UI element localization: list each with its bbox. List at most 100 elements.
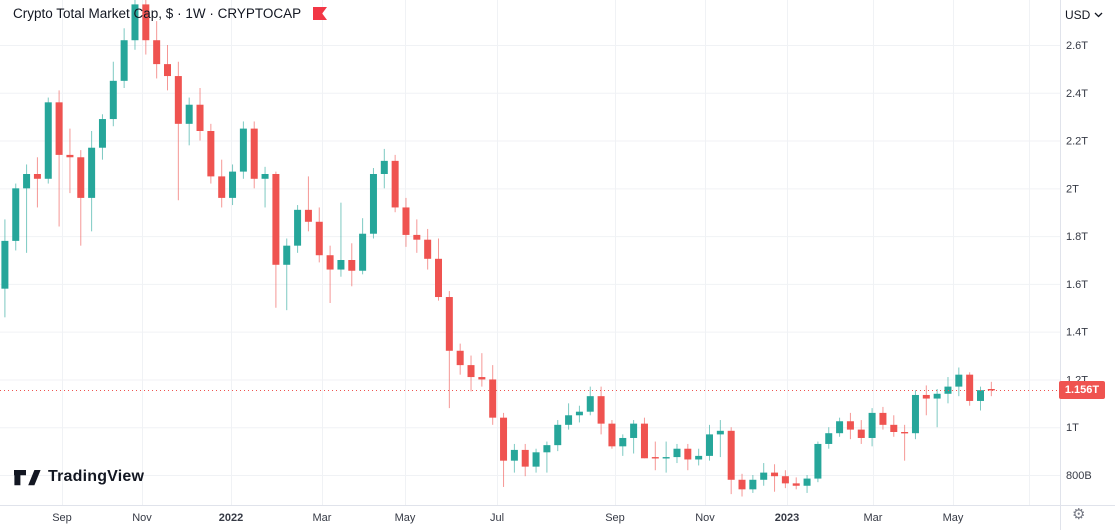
candle-body [239,128,247,172]
candlestick [294,205,302,253]
candle-body [662,457,670,459]
candlestick [467,355,475,392]
candle-body [196,104,204,131]
price-tick-label: 2.4T [1066,88,1088,100]
candlestick [304,176,312,232]
candlestick [760,463,768,486]
candle-body [738,479,746,490]
candlestick [456,343,464,375]
candlestick [532,448,540,473]
candle-body [825,433,833,444]
candle-body [771,472,779,477]
candlestick [695,448,703,466]
candlestick [283,238,291,311]
candle-body [380,160,388,174]
candlestick [359,218,367,275]
candlestick [369,168,377,239]
candle-body [586,396,594,412]
candle-body [944,386,952,394]
candle-body [955,374,963,387]
candle-body [911,394,919,434]
candle-body [716,430,724,435]
time-tick-label: Sep [52,512,72,524]
candlestick [868,408,876,447]
time-tick-label: May [395,512,416,524]
candlestick [44,97,52,184]
candle-body [792,483,800,486]
candle-body [879,412,887,425]
time-tick-label: 2022 [219,512,243,524]
symbol-title[interactable]: Crypto Total Market Cap, $ · 1W · CRYPTO… [13,6,328,21]
candlestick [597,386,605,435]
price-tick-label: 1T [1066,422,1079,434]
candlestick [575,405,583,423]
candlestick [901,424,909,461]
candlestick [380,148,388,189]
candlestick [630,420,638,454]
candlestick [250,121,258,189]
candlestick [142,0,150,55]
candle-body [575,411,583,416]
last-price-label: 1.156T [1059,381,1105,399]
candle-body [510,449,518,461]
candlestick [120,28,128,88]
candle-body [348,260,356,271]
candle-body [521,449,529,467]
candlestick [500,412,508,487]
candlestick [131,0,139,50]
time-tick-label: Sep [605,512,625,524]
candlestick [565,403,573,430]
candle-body [174,76,182,124]
candlestick [489,365,497,425]
candlestick [77,150,85,246]
candlestick [164,45,171,91]
candlestick [174,61,182,201]
time-tick-label: Jul [490,512,504,524]
flag-icon[interactable] [313,7,328,20]
candle-body [597,396,605,424]
candle-body [66,154,74,158]
candlestick [911,390,919,440]
time-axis[interactable]: Sep Nov 2022 Mar May Jul Sep Nov 2023 Mar May [52,512,964,524]
candle-body [229,171,237,198]
candle-body [435,258,442,298]
candlestick [196,88,204,141]
candlestick [619,434,627,456]
currency-selector[interactable]: USD [1065,8,1103,22]
candle-body [359,233,367,271]
candle-body [673,448,681,458]
candle-body [185,104,193,124]
candle-body [922,394,930,399]
candlestick [554,420,562,452]
candle-body [489,379,497,418]
tradingview-logo[interactable]: TradingView [13,467,144,486]
candle-body [250,128,258,179]
candle-body [456,350,464,366]
candlestick [12,183,20,251]
candle-body [391,160,399,208]
candle-body [131,4,139,41]
candlestick [684,443,692,471]
time-tick-label: May [943,512,964,524]
candlestick [55,90,63,227]
candlestick [966,372,974,406]
candlestick [23,164,31,253]
candlestick [836,417,844,437]
candles-series [1,0,995,497]
candlestick [781,470,789,489]
candle-body [619,437,627,447]
candlestick [521,443,529,477]
settings-gear-icon[interactable]: ⚙ [1072,505,1086,523]
candlestick [662,441,670,473]
candlestick [435,238,442,301]
price-tick-label: 1.8T [1066,231,1088,243]
candle-body [977,390,984,401]
candle-body [684,448,692,460]
candlestick [261,166,269,208]
candle-body [857,429,865,438]
candle-body [402,207,410,235]
candle-body [44,102,52,179]
